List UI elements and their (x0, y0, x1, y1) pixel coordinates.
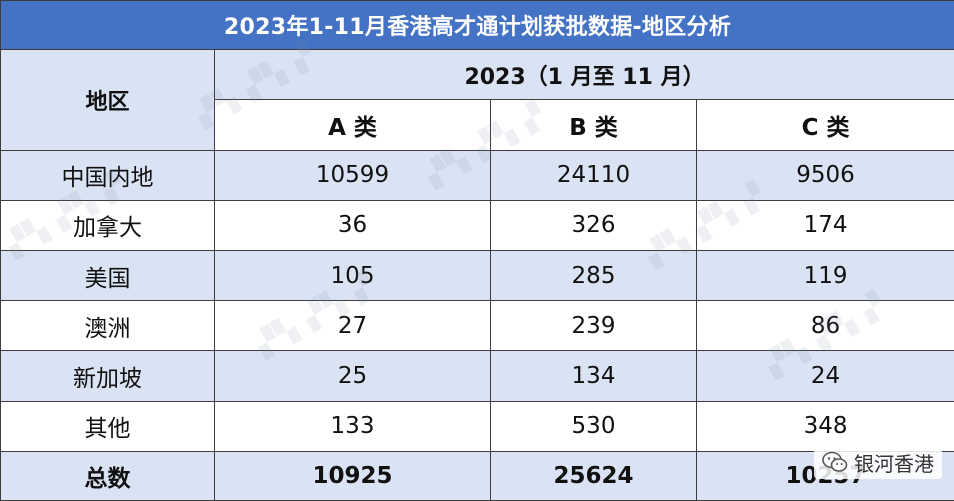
value-cell-c: 9506 (695, 149, 954, 201)
header-category-a: A 类 (214, 99, 491, 151)
value-cell-a: 36 (214, 199, 491, 251)
region-cell: 澳洲 (0, 300, 215, 352)
header-category-b: B 类 (490, 99, 697, 151)
value-cell-a: 105 (214, 249, 491, 302)
value-cell-a: 10599 (214, 149, 491, 201)
header-row-period: 地区 2023（1 月至 11 月） (0, 49, 954, 151)
region-cell: 加拿大 (0, 199, 215, 251)
table-row: 新加坡 25 134 24 (0, 350, 954, 402)
table-row: 加拿大 36 326 174 (0, 199, 954, 251)
table-row: 澳洲 27 239 86 (0, 300, 954, 352)
wechat-icon (822, 451, 848, 472)
header-region: 地区 (0, 49, 215, 151)
title-row: 2023年1-11月香港高才通计划获批数据-地区分析 (0, 0, 954, 51)
value-cell-b: 239 (490, 300, 697, 352)
total-label: 总数 (0, 450, 215, 501)
header-row-categories: A 类 B 类 C 类 (1, 99, 954, 151)
total-a: 10925 (214, 450, 491, 501)
table-row: 美国 105 285 119 (0, 249, 954, 302)
region-cell: 其他 (0, 400, 215, 452)
value-cell-b: 134 (490, 350, 697, 402)
header-period: 2023（1 月至 11 月） (213, 49, 954, 101)
value-cell-a: 25 (214, 350, 491, 402)
brand-badge: 银河香港 (814, 445, 942, 479)
value-cell-a: 133 (214, 400, 491, 452)
total-b: 25624 (490, 450, 697, 501)
table-title: 2023年1-11月香港高才通计划获批数据-地区分析 (0, 0, 954, 51)
value-cell-b: 285 (490, 249, 697, 302)
region-cell: 中国内地 (0, 149, 215, 201)
value-cell-c: 119 (695, 249, 954, 302)
region-cell: 美国 (0, 249, 215, 302)
value-cell-c: 24 (695, 350, 954, 402)
value-cell-b: 326 (490, 199, 697, 251)
value-cell-c: 86 (695, 300, 954, 352)
value-cell-c: 174 (695, 199, 954, 251)
total-row: 总数 10925 25624 10257 (0, 450, 954, 501)
header-category-c: C 类 (695, 99, 954, 151)
badge-text: 银河香港 (854, 451, 934, 476)
value-cell-b: 530 (490, 400, 697, 452)
value-cell-a: 27 (214, 300, 491, 352)
table-row: 其他 133 530 348 (0, 400, 954, 452)
value-cell-c: 348 (695, 400, 954, 452)
region-cell: 新加坡 (0, 350, 215, 402)
table-row: 中国内地 10599 24110 9506 (0, 149, 954, 201)
value-cell-b: 24110 (490, 149, 697, 201)
